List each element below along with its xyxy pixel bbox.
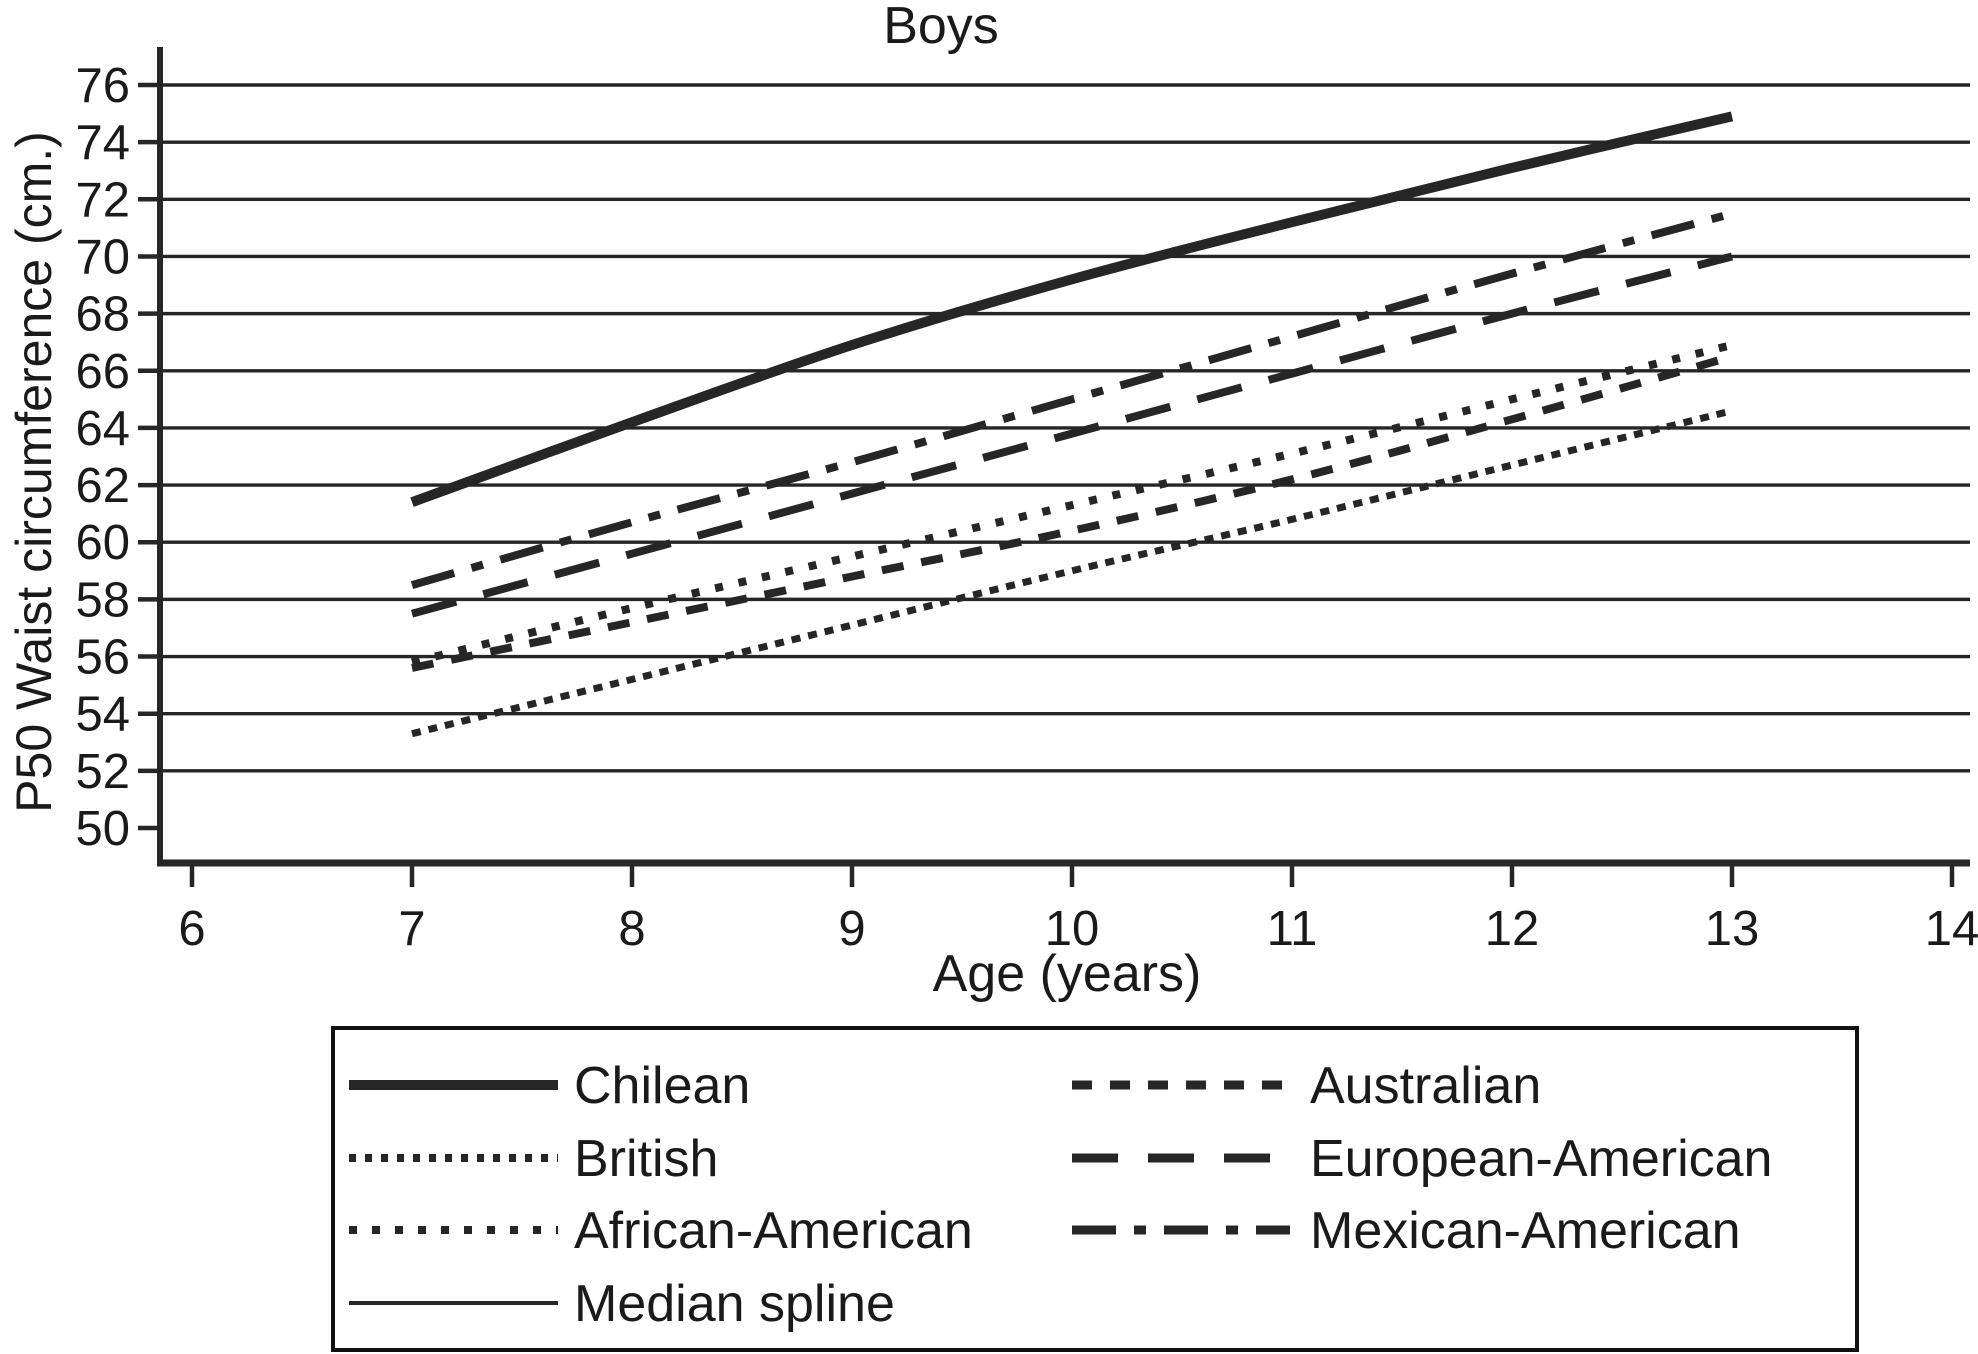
y-tick-label-50: 50 — [75, 802, 130, 856]
y-tick-label-68: 68 — [75, 288, 130, 342]
legend-label-african-american: African-American — [574, 1202, 973, 1260]
legend-box — [331, 1026, 1859, 1352]
series-line-african-american — [411, 341, 1733, 667]
x-tick-label-13: 13 — [1705, 902, 1760, 956]
x-axis-title: Age (years) — [932, 945, 1202, 1003]
x-tick-label-14: 14 — [1925, 902, 1978, 956]
legend-label-median-spline: Median spline — [574, 1275, 895, 1333]
y-tick-label-62: 62 — [75, 459, 130, 513]
legend: Chilean British African-American Median spl… — [331, 1026, 1859, 1352]
x-tick-label-12: 12 — [1485, 902, 1540, 956]
series-line-british — [411, 407, 1733, 738]
legend-label-chilean: Chilean — [574, 1057, 750, 1115]
x-tick-label-6: 6 — [178, 902, 205, 956]
y-tick-label-56: 56 — [75, 631, 130, 685]
series-line-mexican-american — [410, 209, 1734, 589]
legend-label-european-american: European-American — [1310, 1130, 1772, 1188]
x-tick-label-7: 7 — [398, 902, 425, 956]
y-axis-title: P50 Waist circumference (cm.) — [6, 131, 62, 813]
y-tick-label-66: 66 — [75, 345, 130, 399]
y-tick-label-76: 76 — [75, 59, 130, 113]
y-tick-label-74: 74 — [75, 116, 130, 170]
chart-title: Boys — [883, 0, 999, 55]
y-tick-label-54: 54 — [75, 688, 130, 742]
y-tick-label-60: 60 — [75, 516, 130, 570]
x-tick-label-10: 10 — [1045, 902, 1100, 956]
legend-label-australian: Australian — [1310, 1057, 1541, 1115]
series-lines — [410, 111, 1734, 738]
series-line-chilean — [410, 111, 1734, 507]
x-tick-label-8: 8 — [618, 902, 645, 956]
x-tick-label-9: 9 — [838, 902, 865, 956]
legend-label-mexican-american: Mexican-American — [1310, 1202, 1741, 1260]
series-line-australian — [411, 352, 1734, 672]
y-tick-label-64: 64 — [75, 402, 130, 456]
y-tick-label-52: 52 — [75, 745, 130, 799]
series-line-european-american — [410, 252, 1734, 618]
x-tick-label-11: 11 — [1267, 902, 1318, 956]
y-tick-label-72: 72 — [75, 173, 130, 227]
y-tick-label-70: 70 — [75, 230, 130, 284]
legend-label-british: British — [574, 1130, 718, 1188]
y-tick-label-58: 58 — [75, 573, 130, 627]
